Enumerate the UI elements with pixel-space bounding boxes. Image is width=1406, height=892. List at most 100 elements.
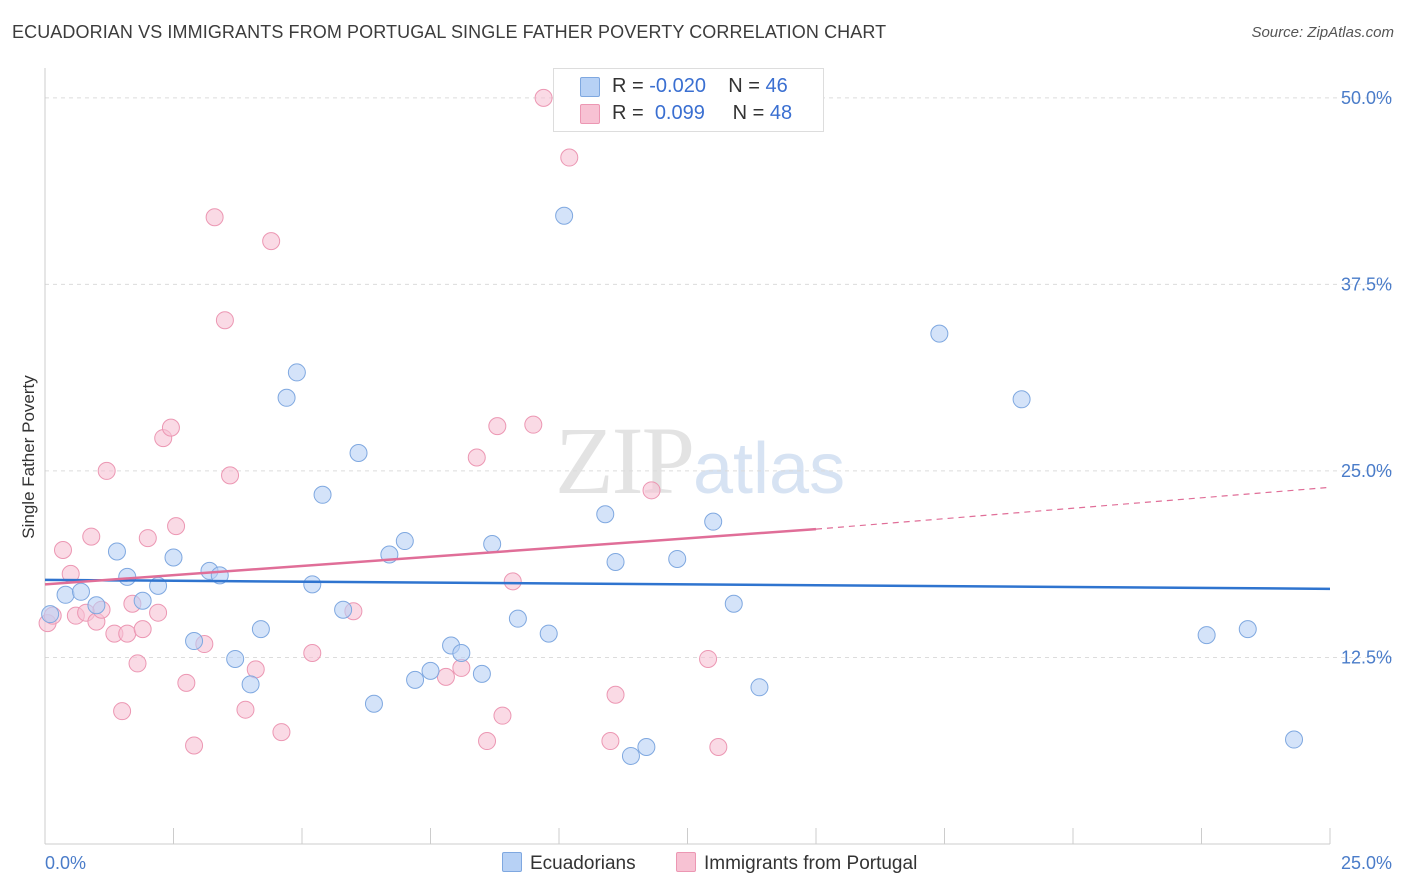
point-ecuadorian bbox=[277, 388, 296, 407]
tick-labels: 12.5% 25.0% 37.5% 50.0% 0.0% 25.0% bbox=[45, 88, 1392, 873]
gridlines bbox=[45, 97, 1392, 658]
legend-r-value-portugal: 0.099 bbox=[654, 102, 705, 124]
point-portugal bbox=[53, 541, 72, 560]
point-ecuadorian bbox=[621, 746, 640, 765]
point-portugal bbox=[221, 466, 240, 485]
watermark-atlas: atlas bbox=[693, 429, 846, 509]
point-portugal bbox=[185, 736, 204, 755]
bottom-legend-swatch-ecuadorians bbox=[502, 852, 522, 872]
point-ecuadorian bbox=[334, 600, 353, 619]
point-ecuadorian bbox=[668, 549, 687, 568]
legend-r-value-ecuadorians: -0.020 bbox=[649, 75, 706, 97]
point-ecuadorian bbox=[1238, 620, 1257, 639]
point-portugal bbox=[236, 700, 255, 719]
point-portugal bbox=[133, 620, 152, 639]
axes bbox=[44, 68, 1331, 845]
bottom-legend-ecuadorians: Ecuadorians bbox=[502, 852, 636, 875]
point-portugal bbox=[478, 732, 497, 751]
point-portugal bbox=[272, 723, 291, 742]
point-ecuadorian bbox=[606, 552, 625, 571]
point-portugal bbox=[161, 418, 180, 437]
legend-n-label: N = bbox=[728, 75, 760, 97]
point-portugal bbox=[138, 529, 157, 548]
point-ecuadorian bbox=[133, 591, 152, 610]
point-portugal bbox=[118, 624, 137, 643]
trend-line-portugal-projection bbox=[815, 486, 1331, 530]
point-ecuadorian bbox=[185, 632, 204, 651]
point-portugal bbox=[303, 643, 322, 662]
point-ecuadorian bbox=[364, 694, 383, 713]
bottom-legend-label-ecuadorians: Ecuadorians bbox=[530, 853, 636, 874]
legend-n-value-ecuadorians: 46 bbox=[765, 75, 788, 97]
trend-line-ecuadorians bbox=[44, 578, 1331, 591]
point-portugal bbox=[503, 572, 522, 591]
point-ecuadorian bbox=[637, 738, 656, 756]
point-ecuadorian bbox=[555, 206, 574, 225]
legend: R = -0.020 N = 46 R = 0.099 N = 48 bbox=[553, 68, 824, 132]
point-ecuadorian bbox=[596, 505, 615, 524]
point-portugal bbox=[606, 685, 625, 704]
point-portugal bbox=[524, 415, 543, 434]
point-ecuadorian bbox=[164, 548, 183, 567]
point-ecuadorian bbox=[508, 609, 527, 628]
x-tick-label-max: 25.0% bbox=[1341, 853, 1392, 873]
point-portugal bbox=[467, 448, 486, 467]
point-portugal bbox=[709, 738, 728, 756]
bottom-legend-swatch-portugal bbox=[676, 852, 696, 872]
point-portugal bbox=[113, 702, 132, 721]
trend-line-portugal bbox=[44, 527, 817, 586]
y-tick-label: 50.0% bbox=[1341, 88, 1392, 108]
point-portugal bbox=[177, 673, 196, 692]
point-ecuadorian bbox=[56, 585, 75, 604]
point-portugal bbox=[488, 417, 507, 436]
point-ecuadorian bbox=[704, 512, 723, 531]
legend-n-label: N = bbox=[732, 102, 765, 124]
point-ecuadorian bbox=[1285, 730, 1304, 749]
legend-n-value-portugal: 48 bbox=[769, 102, 793, 124]
point-portugal bbox=[436, 667, 455, 686]
point-portugal bbox=[97, 461, 116, 480]
point-portugal bbox=[167, 517, 186, 536]
point-ecuadorian bbox=[750, 678, 769, 697]
point-portugal bbox=[560, 148, 579, 167]
point-portugal bbox=[601, 732, 620, 751]
y-tick-label: 25.0% bbox=[1341, 461, 1392, 481]
point-portugal bbox=[82, 527, 101, 546]
point-portugal bbox=[149, 603, 168, 622]
legend-swatch-portugal bbox=[580, 104, 600, 124]
point-ecuadorian bbox=[472, 664, 491, 683]
source-label: Source: ZipAtlas.com bbox=[1251, 24, 1394, 41]
trend-lines bbox=[44, 486, 1331, 591]
point-portugal bbox=[699, 649, 718, 668]
point-ecuadorian bbox=[287, 363, 306, 382]
data-points bbox=[38, 88, 1304, 765]
point-portugal bbox=[493, 706, 512, 725]
point-ecuadorian bbox=[452, 643, 471, 662]
point-ecuadorian bbox=[724, 594, 743, 613]
point-ecuadorian bbox=[303, 575, 322, 594]
point-portugal bbox=[246, 660, 265, 679]
point-ecuadorian bbox=[539, 624, 558, 643]
y-tick-label: 37.5% bbox=[1341, 274, 1392, 294]
point-ecuadorian bbox=[930, 324, 949, 343]
point-ecuadorian bbox=[71, 582, 90, 601]
watermark: ZIPatlas bbox=[555, 405, 845, 516]
bottom-legend-label-portugal: Immigrants from Portugal bbox=[704, 853, 918, 874]
point-ecuadorian bbox=[483, 535, 502, 554]
point-ecuadorian bbox=[251, 620, 270, 639]
point-portugal bbox=[215, 311, 234, 330]
chart-title: ECUADORIAN VS IMMIGRANTS FROM PORTUGAL S… bbox=[12, 22, 887, 42]
point-ecuadorian bbox=[1197, 626, 1216, 645]
point-portugal bbox=[128, 654, 147, 673]
point-ecuadorian bbox=[406, 670, 425, 689]
point-ecuadorian bbox=[41, 605, 60, 624]
point-ecuadorian bbox=[313, 485, 332, 504]
point-ecuadorian bbox=[349, 444, 368, 463]
point-ecuadorian bbox=[1012, 390, 1031, 409]
legend-swatch-ecuadorians bbox=[580, 77, 600, 97]
y-axis-label: Single Father Poverty bbox=[19, 375, 38, 539]
point-portugal bbox=[262, 232, 281, 251]
point-ecuadorian bbox=[107, 542, 126, 561]
legend-r-label: R = bbox=[612, 75, 644, 97]
